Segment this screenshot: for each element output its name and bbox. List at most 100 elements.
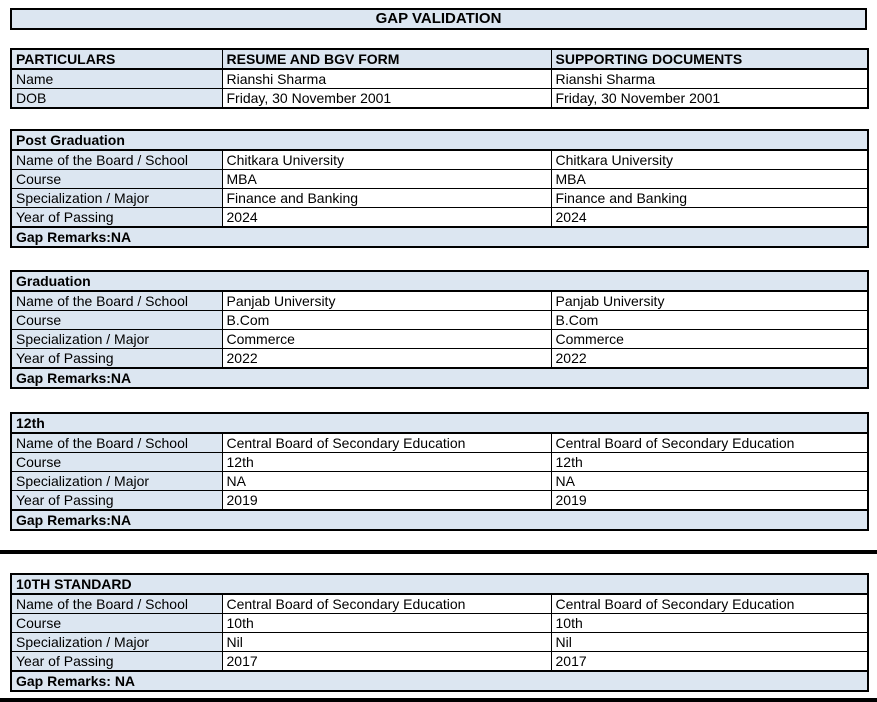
resume-value-cell: 12th [221, 452, 552, 472]
resume-value-cell: 2022 [221, 348, 552, 369]
supporting-value-cell: NA [550, 471, 869, 491]
supporting-value-cell: Central Board of Secondary Education [550, 593, 869, 614]
row-label-cell: Specialization / Major [10, 188, 223, 208]
table-row: Specialization / Major NA NA [10, 471, 869, 491]
row-label-cell: Specialization / Major [10, 632, 223, 652]
row-label-cell: DOB [10, 88, 223, 109]
row-label-cell: Name of the Board / School [10, 290, 223, 311]
resume-value-cell: Friday, 30 November 2001 [221, 88, 552, 109]
gap-remarks-row: Gap Remarks:NA [10, 509, 869, 531]
gap-remarks-row: Gap Remarks:NA [10, 226, 869, 248]
section-title: 10TH STANDARD [10, 573, 869, 595]
table-row: Course 12th 12th [10, 452, 869, 472]
row-label-cell: Year of Passing [10, 348, 223, 369]
gap-remarks: Gap Remarks:NA [10, 226, 869, 248]
row-label-cell: Name of the Board / School [10, 149, 223, 170]
section-title: Graduation [10, 270, 869, 292]
supporting-value-cell: Central Board of Secondary Education [550, 432, 869, 453]
gap-remarks: Gap Remarks:NA [10, 509, 869, 531]
page-break-line-upper [0, 550, 877, 554]
table-row: Year of Passing 2017 2017 [10, 651, 869, 672]
supporting-value-cell: Rianshi Sharma [550, 68, 869, 89]
resume-value-cell: 10th [221, 613, 552, 633]
table-row: DOB Friday, 30 November 2001 Friday, 30 … [10, 88, 869, 109]
gap-remarks-row: Gap Remarks:NA [10, 367, 869, 389]
resume-value-cell: Nil [221, 632, 552, 652]
row-label-cell: Year of Passing [10, 207, 223, 228]
supporting-value-cell: Panjab University [550, 290, 869, 311]
supporting-value-cell: 12th [550, 452, 869, 472]
row-label-cell: Course [10, 169, 223, 189]
row-label-cell: Course [10, 310, 223, 330]
resume-value-cell: MBA [221, 169, 552, 189]
resume-value-cell: Finance and Banking [221, 188, 552, 208]
tenth-standard-table: 10TH STANDARD Name of the Board / School… [10, 573, 870, 692]
row-label-cell: Year of Passing [10, 490, 223, 511]
resume-value-cell: Rianshi Sharma [221, 68, 552, 89]
resume-value-cell: 2017 [221, 651, 552, 672]
twelfth-table: 12th Name of the Board / School Central … [10, 412, 869, 531]
gap-remarks-row: Gap Remarks: NA [10, 670, 869, 692]
section-header-row: 12th [10, 412, 869, 434]
section-title: Post Graduation [10, 129, 869, 151]
supporting-value-cell: 2022 [550, 348, 869, 369]
table-row: Year of Passing 2019 2019 [10, 490, 869, 511]
supporting-value-cell: 2024 [550, 207, 869, 228]
row-label-cell: Name of the Board / School [10, 432, 223, 453]
resume-value-cell: Central Board of Secondary Education [221, 593, 552, 614]
row-label-cell: Year of Passing [10, 651, 223, 672]
supporting-value-cell: 10th [550, 613, 869, 633]
row-label-cell: Name of the Board / School [10, 593, 223, 614]
table-row: Year of Passing 2022 2022 [10, 348, 869, 369]
gap-remarks: Gap Remarks:NA [10, 367, 869, 389]
table-row: Name of the Board / School Panjab Univer… [10, 290, 869, 311]
gap-remarks: Gap Remarks: NA [10, 670, 869, 692]
table-row: Name Rianshi Sharma Rianshi Sharma [10, 68, 869, 89]
table-row: Name of the Board / School Chitkara Univ… [10, 149, 869, 170]
resume-value-cell: B.Com [221, 310, 552, 330]
table-row: Course B.Com B.Com [10, 310, 869, 330]
supporting-value-cell: MBA [550, 169, 869, 189]
table-row: Specialization / Major Commerce Commerce [10, 329, 869, 349]
summary-header-row: PARTICULARS RESUME AND BGV FORM SUPPORTI… [10, 48, 869, 70]
row-label-cell: Specialization / Major [10, 471, 223, 491]
summary-header-resume: RESUME AND BGV FORM [221, 48, 552, 70]
row-label-cell: Name [10, 68, 223, 89]
table-row: Name of the Board / School Central Board… [10, 593, 869, 614]
section-header-row: Post Graduation [10, 129, 869, 151]
summary-header-particulars: PARTICULARS [10, 48, 223, 70]
supporting-value-cell: Finance and Banking [550, 188, 869, 208]
table-row: Specialization / Major Nil Nil [10, 632, 869, 652]
table-row: Specialization / Major Finance and Banki… [10, 188, 869, 208]
row-label-cell: Specialization / Major [10, 329, 223, 349]
page-title: GAP VALIDATION [10, 8, 867, 30]
resume-value-cell: 2024 [221, 207, 552, 228]
graduation-table: Graduation Name of the Board / School Pa… [10, 270, 870, 389]
resume-value-cell: NA [221, 471, 552, 491]
resume-value-cell: Central Board of Secondary Education [221, 432, 552, 453]
section-header-row: Graduation [10, 270, 869, 292]
resume-value-cell: 2019 [221, 490, 552, 511]
supporting-value-cell: B.Com [550, 310, 869, 330]
resume-value-cell: Commerce [221, 329, 552, 349]
supporting-value-cell: Chitkara University [550, 149, 869, 170]
resume-value-cell: Panjab University [221, 290, 552, 311]
table-row: Course MBA MBA [10, 169, 869, 189]
summary-header-supporting: SUPPORTING DOCUMENTS [550, 48, 869, 70]
supporting-value-cell: Commerce [550, 329, 869, 349]
row-label-cell: Course [10, 452, 223, 472]
summary-table: PARTICULARS RESUME AND BGV FORM SUPPORTI… [10, 48, 869, 109]
table-row: Course 10th 10th [10, 613, 869, 633]
table-row: Year of Passing 2024 2024 [10, 207, 869, 228]
post-graduation-table: Post Graduation Name of the Board / Scho… [10, 129, 869, 248]
supporting-value-cell: Nil [550, 632, 869, 652]
row-label-cell: Course [10, 613, 223, 633]
supporting-value-cell: 2017 [550, 651, 869, 672]
page-break-line-lower [0, 698, 877, 702]
table-row: Name of the Board / School Central Board… [10, 432, 869, 453]
section-header-row: 10TH STANDARD [10, 573, 869, 595]
supporting-value-cell: 2019 [550, 490, 869, 511]
section-title: 12th [10, 412, 869, 434]
supporting-value-cell: Friday, 30 November 2001 [550, 88, 869, 109]
resume-value-cell: Chitkara University [221, 149, 552, 170]
